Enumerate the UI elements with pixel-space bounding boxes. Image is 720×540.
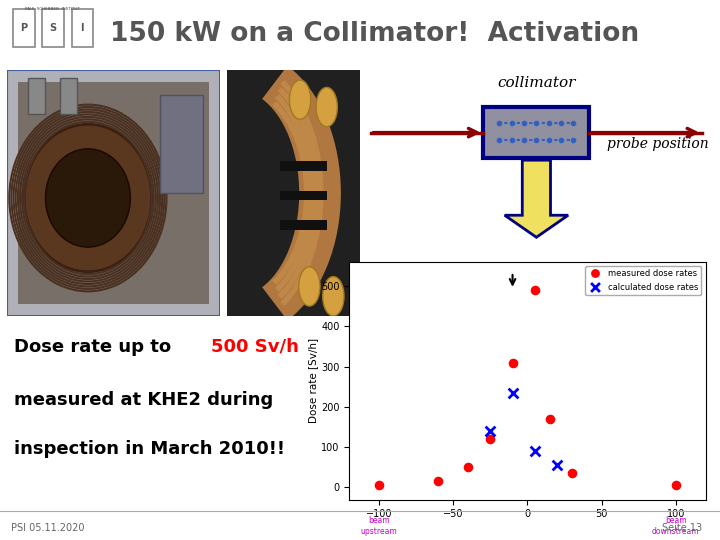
calculated dose rates xyxy=(485,427,496,435)
Text: 150 kW on a Collimator!  Activation: 150 kW on a Collimator! Activation xyxy=(110,21,639,46)
Bar xyxy=(280,220,327,230)
measured dose rates xyxy=(670,481,682,490)
Text: PAUL SCHERRER  INSTITUT: PAUL SCHERRER INSTITUT xyxy=(24,7,80,11)
Text: beam
downstream: beam downstream xyxy=(652,516,700,536)
Y-axis label: Dose rate [Sv/h]: Dose rate [Sv/h] xyxy=(308,338,318,423)
Text: I: I xyxy=(81,23,84,33)
Text: Dose rate up to: Dose rate up to xyxy=(14,338,177,355)
Bar xyxy=(60,78,77,114)
Text: beam
upstream: beam upstream xyxy=(361,516,397,536)
measured dose rates xyxy=(566,469,577,478)
measured dose rates xyxy=(373,481,384,490)
Bar xyxy=(484,107,589,158)
Bar xyxy=(29,78,45,114)
calculated dose rates xyxy=(529,447,541,456)
Bar xyxy=(280,161,327,171)
Text: 500 Sv/h: 500 Sv/h xyxy=(211,338,299,355)
Circle shape xyxy=(299,267,320,306)
measured dose rates xyxy=(462,463,474,471)
Text: PSI 05.11.2020: PSI 05.11.2020 xyxy=(11,523,84,533)
Bar xyxy=(72,9,93,47)
Text: S: S xyxy=(50,23,57,33)
Text: P: P xyxy=(20,23,27,33)
Legend: measured dose rates, calculated dose rates: measured dose rates, calculated dose rat… xyxy=(585,266,701,295)
Circle shape xyxy=(45,149,130,247)
measured dose rates xyxy=(507,358,518,367)
Text: inspection in March 2010!!: inspection in March 2010!! xyxy=(14,440,285,457)
measured dose rates xyxy=(485,435,496,443)
measured dose rates xyxy=(544,415,555,423)
Bar xyxy=(280,191,327,200)
Circle shape xyxy=(24,124,152,272)
calculated dose rates xyxy=(507,388,518,397)
Text: collimator: collimator xyxy=(498,76,575,90)
Circle shape xyxy=(289,80,311,119)
Text: measured at KHE2 during: measured at KHE2 during xyxy=(14,391,274,409)
calculated dose rates xyxy=(552,461,563,470)
Text: Seite 13: Seite 13 xyxy=(662,523,702,533)
measured dose rates xyxy=(529,286,541,294)
Circle shape xyxy=(316,87,338,127)
FancyArrow shape xyxy=(505,160,568,237)
Text: probe position: probe position xyxy=(607,137,708,151)
Bar xyxy=(160,95,202,193)
Bar xyxy=(42,9,64,47)
measured dose rates xyxy=(433,477,444,485)
Circle shape xyxy=(323,276,344,316)
Bar xyxy=(14,9,35,47)
